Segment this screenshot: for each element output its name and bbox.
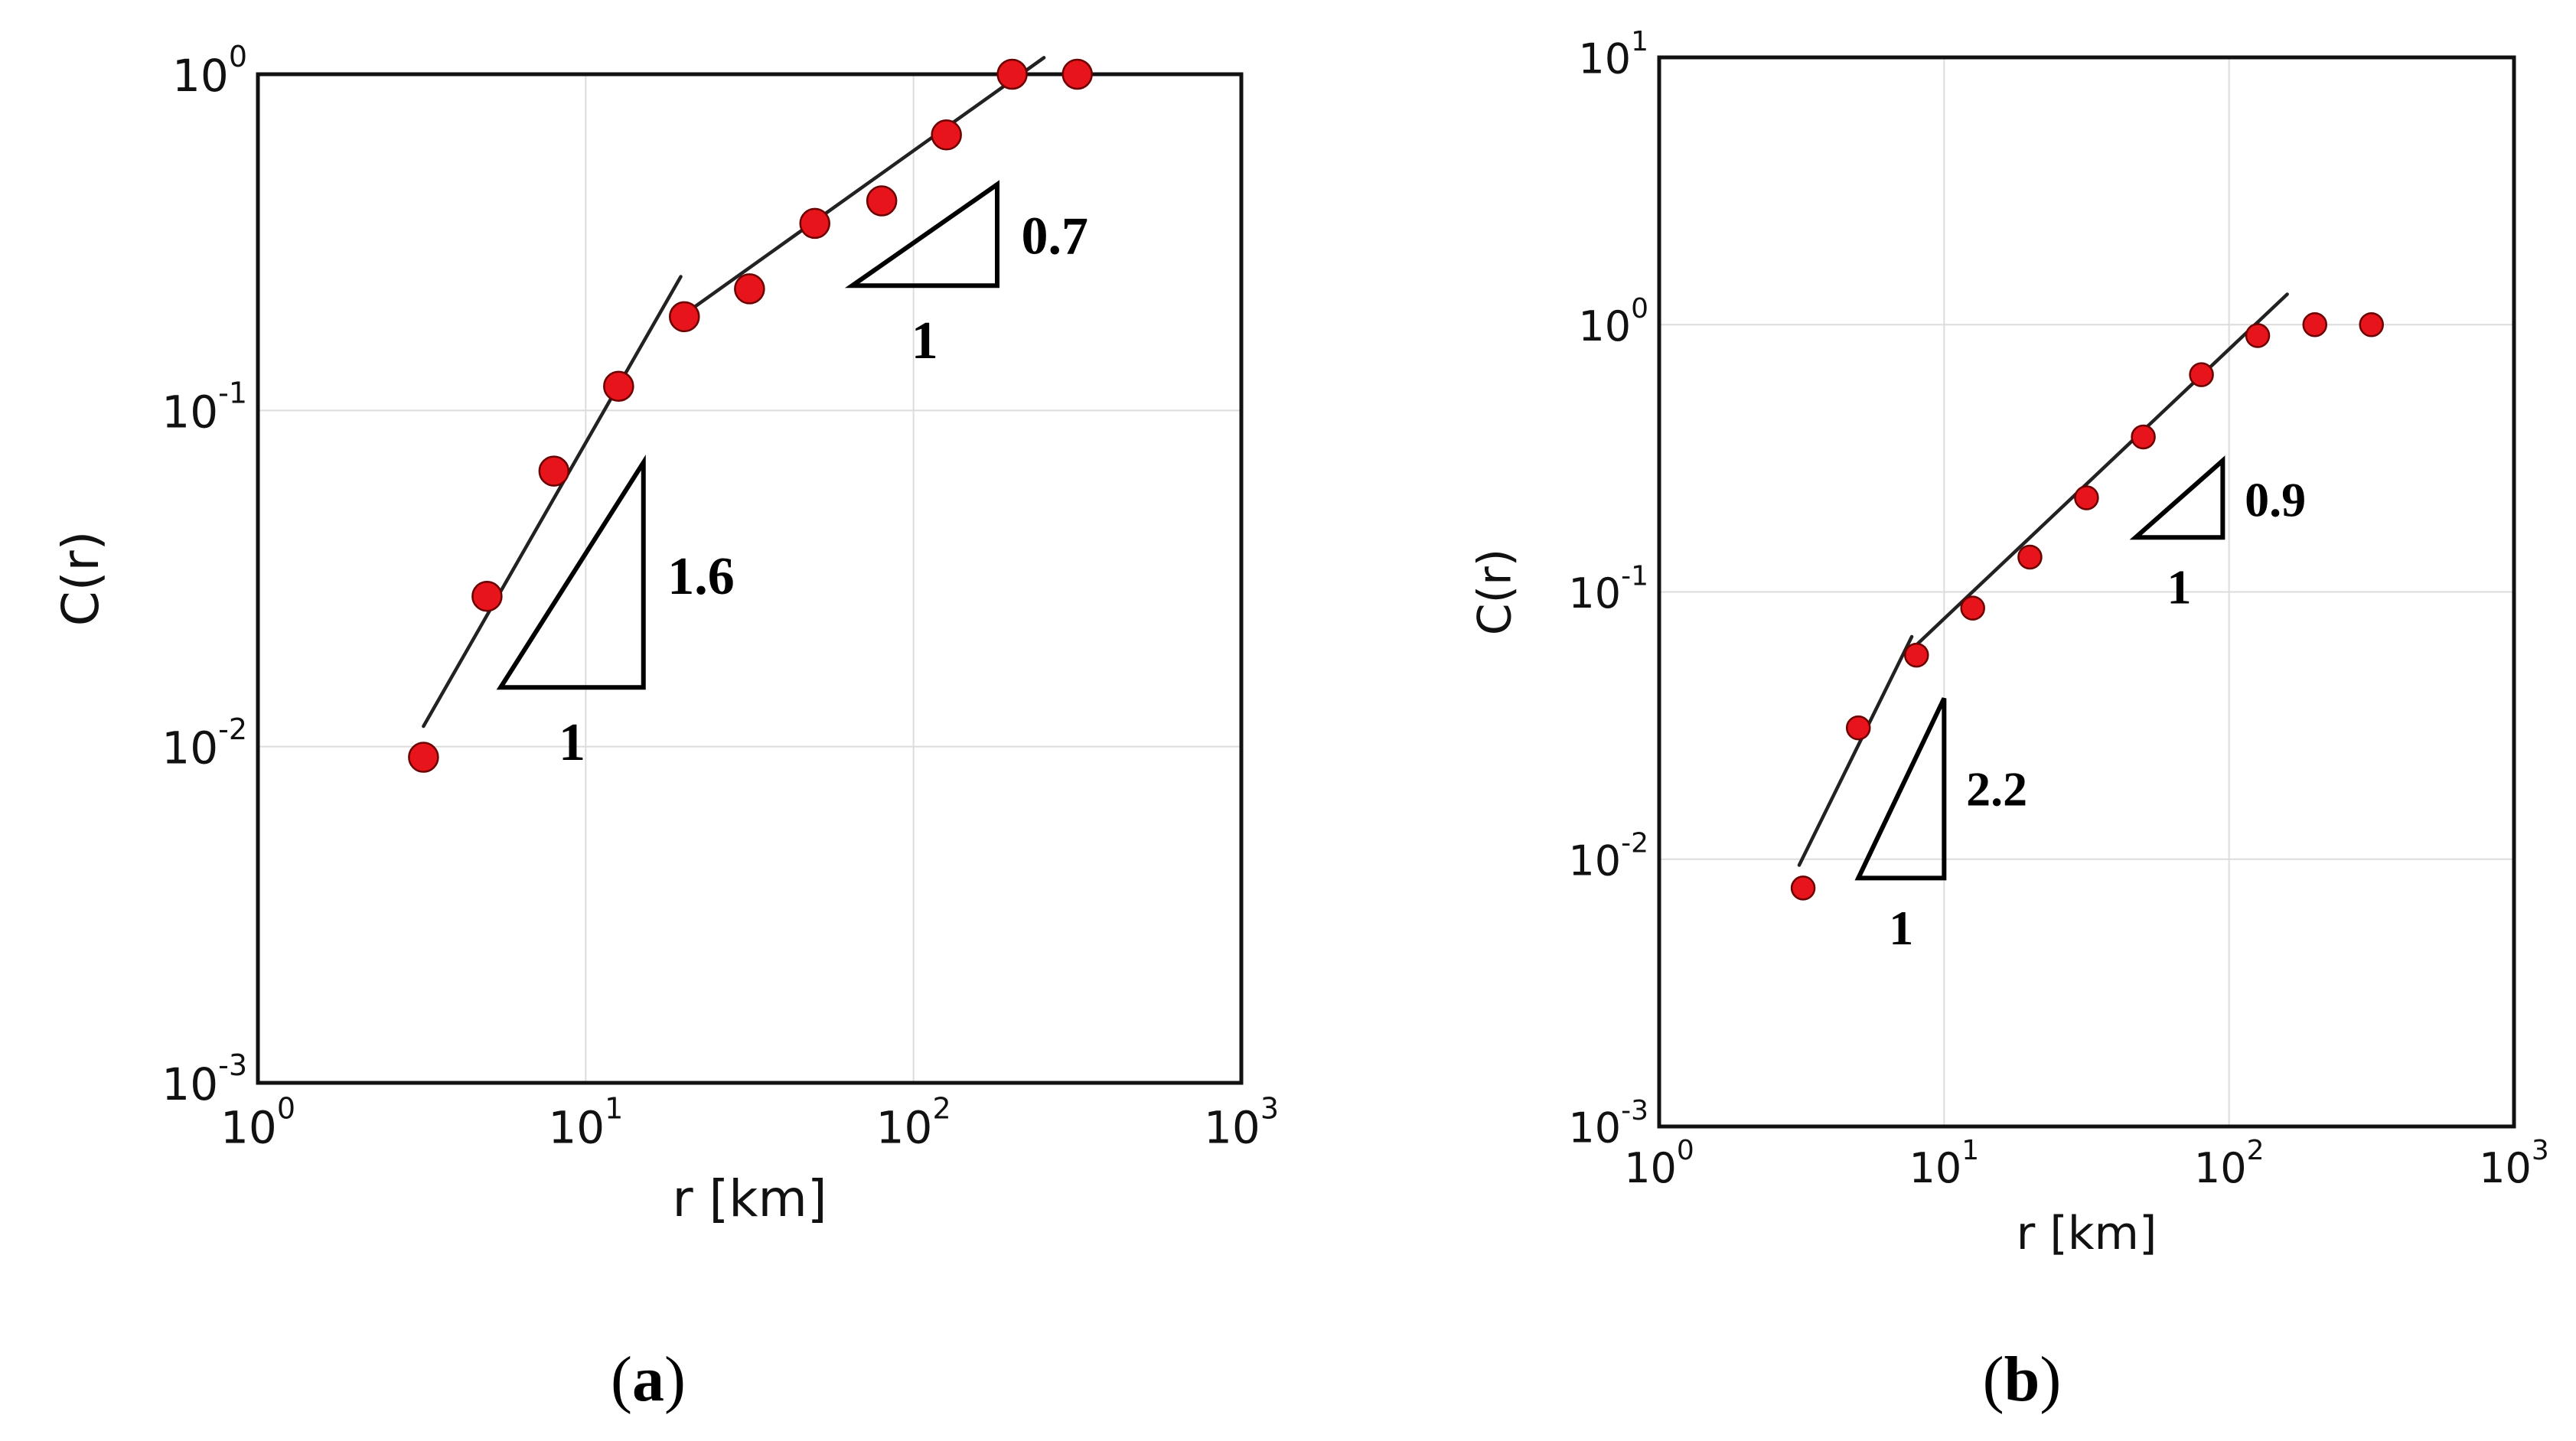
- data-point: [2074, 485, 2099, 510]
- data-point: [1061, 58, 1093, 90]
- slope-rise-label: 0.9: [2245, 472, 2306, 527]
- data-point: [669, 301, 700, 333]
- y-tick-label: 10-3: [1568, 1095, 1648, 1152]
- slope-run-label: 1: [911, 311, 938, 370]
- x-axis-label: r [km]: [2017, 1207, 2157, 1260]
- fit-line: [1797, 634, 1914, 867]
- data-point: [408, 742, 439, 773]
- x-tick-label: 102: [2194, 1135, 2265, 1192]
- x-tick-label: 101: [1909, 1135, 1980, 1192]
- data-point: [2189, 362, 2214, 387]
- fit-line: [422, 275, 683, 729]
- plot-frame: [1657, 55, 2516, 1129]
- data-point: [1960, 595, 1985, 621]
- y-tick-label: 10-2: [161, 712, 247, 774]
- slope-triangle: [844, 180, 1000, 289]
- data-point: [471, 580, 503, 612]
- x-tick-label: 102: [876, 1091, 951, 1153]
- x-tick-label: 103: [2479, 1135, 2549, 1192]
- data-point: [1904, 642, 1929, 668]
- data-point: [1790, 875, 1816, 901]
- fit-line: [679, 56, 1046, 319]
- y-axis-label: C(r): [1469, 549, 1522, 635]
- data-point: [1845, 715, 1871, 741]
- data-point: [799, 207, 830, 240]
- data-point: [2359, 312, 2384, 337]
- y-tick-label: 10-3: [161, 1048, 247, 1110]
- y-tick-label: 100: [1578, 293, 1648, 350]
- slope-rise-label: 2.2: [1966, 761, 2027, 816]
- y-axis-label: C(r): [51, 531, 110, 627]
- slope-rise-label: 0.7: [1022, 207, 1089, 266]
- data-point: [2131, 424, 2156, 450]
- y-tick-label: 10-1: [161, 376, 247, 438]
- panel-label: (a): [611, 1344, 686, 1415]
- x-axis-label: r [km]: [672, 1169, 827, 1228]
- slope-triangle: [496, 455, 646, 690]
- panel-b-chart: 100 101 102 103 10-3 10-2 10-1 100 101 r [km] C(r)…: [1469, 26, 2549, 1415]
- panel-a-chart: 100 101 102 103 10-3 10-2 10-1 100 r [km] C(r) 1.6…: [51, 40, 1279, 1415]
- slope-run-label: 1: [2167, 560, 2191, 615]
- slope-rise-label: 1.6: [667, 547, 735, 606]
- data-point: [603, 370, 634, 403]
- plot-frame: [256, 72, 1244, 1085]
- x-tick-label: 100: [220, 1091, 295, 1153]
- data-point: [2245, 323, 2271, 348]
- data-point: [2302, 312, 2328, 337]
- x-tick-label: 101: [548, 1091, 623, 1153]
- data-point: [866, 185, 898, 217]
- slope-run-label: 1: [1889, 901, 1913, 955]
- data-point: [734, 273, 765, 305]
- data-point: [931, 119, 962, 151]
- y-tick-label: 100: [172, 40, 247, 102]
- y-tick-label: 10-2: [1568, 828, 1648, 885]
- slope-triangle: [1854, 697, 1947, 881]
- x-tick-label: 103: [1204, 1091, 1279, 1153]
- slope-run-label: 1: [559, 713, 585, 772]
- panel-label: (b): [1983, 1344, 2062, 1415]
- slope-triangle: [2129, 455, 2225, 540]
- data-point: [2017, 544, 2043, 570]
- fit-line: [1909, 292, 2289, 651]
- data-point: [538, 455, 570, 487]
- y-tick-label: 10-1: [1568, 560, 1648, 618]
- y-tick-label: 101: [1578, 26, 1648, 83]
- x-tick-label: 100: [1624, 1135, 1694, 1192]
- data-point: [996, 58, 1028, 90]
